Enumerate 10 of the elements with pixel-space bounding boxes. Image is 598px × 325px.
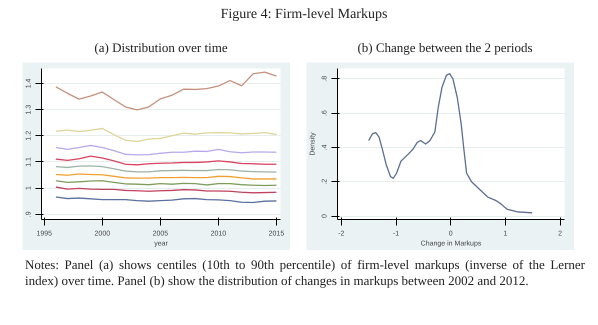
line-series <box>55 72 278 110</box>
text: Notes: Panel (a) shows centiles (10th to 90th percentile) of firm-level markups (inverse of the Lerner index) over time. Panel (b) show the distribution of changes in markups between 2002 and 2012. <box>25 257 585 289</box>
chart-subtitle: (a) Distribution over time <box>94 39 228 57</box>
line-series <box>55 165 278 173</box>
chart-title: Figure 4: Firm-level Markups <box>220 6 388 24</box>
line-series <box>368 73 533 214</box>
line-series <box>55 144 278 156</box>
line-series <box>55 128 278 142</box>
chart-title: (b) Change between the 2 periods <box>357 39 533 57</box>
line-series <box>55 156 278 166</box>
